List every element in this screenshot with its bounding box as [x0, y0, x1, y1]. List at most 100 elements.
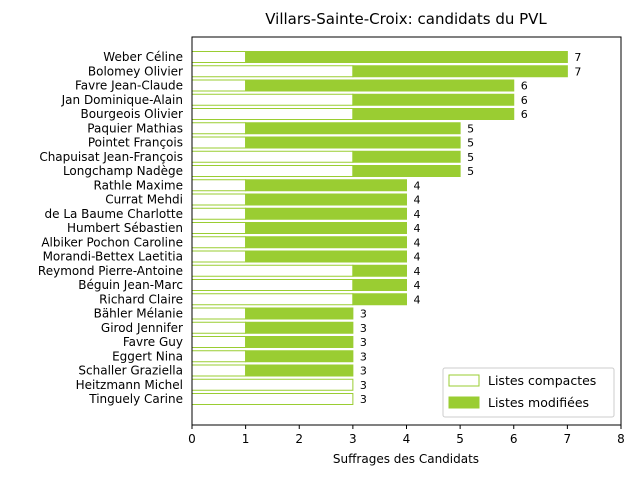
value-label: 6	[521, 108, 528, 121]
value-label: 3	[360, 350, 367, 363]
category-label: Favre Jean-Claude	[75, 79, 183, 93]
x-tick-label: 4	[403, 432, 411, 446]
value-label: 5	[467, 165, 474, 178]
value-label: 4	[414, 179, 421, 192]
category-label: Eggert Nina	[112, 349, 183, 363]
value-label: 3	[360, 322, 367, 335]
bar-modifiees	[352, 165, 461, 177]
bar-compactes	[191, 179, 247, 192]
bar-modifiees	[245, 179, 407, 192]
category-label: Chapuisat Jean-François	[39, 150, 183, 164]
bar-compactes	[191, 321, 247, 334]
x-tick-label: 6	[510, 432, 518, 446]
bars-group	[191, 51, 568, 405]
x-tick-label: 7	[564, 432, 572, 446]
bar-modifiees	[245, 51, 568, 63]
x-tick-label: 5	[456, 432, 464, 446]
category-label: Humbert Sébastien	[67, 221, 183, 235]
category-label: de La Baume Charlotte	[45, 207, 184, 221]
x-tick-label: 0	[188, 432, 196, 446]
value-label: 7	[574, 51, 581, 64]
x-axis-ticks: 0 1 2 3 4 5 6 7 8	[188, 425, 625, 446]
bar-compactes	[191, 378, 354, 391]
bar-modifiees	[245, 207, 407, 220]
value-label: 4	[414, 222, 421, 235]
bar-modifiees	[245, 321, 354, 334]
value-label: 3	[360, 365, 367, 378]
bar-modifiees	[352, 93, 515, 106]
bar-compactes	[191, 364, 247, 377]
value-label: 5	[467, 122, 474, 135]
bar-compactes	[191, 236, 247, 249]
bar-compactes	[191, 350, 247, 363]
category-label: Bolomey Olivier	[88, 64, 183, 78]
bar-compactes	[191, 279, 354, 291]
value-label: 3	[360, 336, 367, 349]
category-label: Rathle Maxime	[94, 178, 183, 192]
category-label: Schaller Graziella	[78, 364, 183, 378]
category-label: Albiker Pochon Caroline	[41, 235, 183, 249]
bar-compactes	[191, 150, 354, 163]
bar-compactes	[191, 207, 247, 220]
bar-modifiees	[245, 307, 354, 320]
x-axis-label: Suffrages des Candidats	[333, 452, 479, 466]
category-label: Weber Céline	[103, 50, 183, 64]
category-label: Jan Dominique-Alain	[61, 93, 183, 107]
bar-compactes	[191, 250, 247, 263]
category-label: Reymond Pierre-Antoine	[38, 264, 183, 278]
legend-label-modifiees: Listes modifiées	[488, 395, 589, 410]
bar-modifiees	[245, 236, 407, 249]
bar-compactes	[191, 307, 247, 320]
bar-modifiees	[352, 150, 461, 163]
bar-modifiees	[245, 79, 515, 92]
x-tick-label: 8	[617, 432, 625, 446]
bar-modifiees	[352, 65, 568, 78]
category-label: Bourgeois Olivier	[80, 107, 183, 121]
category-label: Pointet François	[88, 136, 183, 150]
bar-modifiees	[245, 136, 461, 149]
bar-modifiees	[245, 250, 407, 263]
value-label: 4	[414, 279, 421, 292]
value-label: 3	[360, 393, 367, 406]
bar-compactes	[191, 165, 354, 177]
bar-compactes	[191, 79, 247, 92]
bar-compactes	[191, 393, 354, 405]
bar-modifiees	[352, 293, 407, 306]
value-label: 5	[467, 137, 474, 150]
bar-modifiees	[245, 336, 354, 348]
bar-modifiees	[352, 108, 515, 120]
bar-compactes	[191, 65, 354, 78]
bar-modifiees	[245, 122, 461, 135]
x-tick-label: 1	[242, 432, 250, 446]
bar-compactes	[191, 293, 354, 306]
x-tick-label: 3	[349, 432, 357, 446]
bar-compactes	[191, 222, 247, 234]
value-label: 4	[414, 251, 421, 264]
legend-box	[442, 367, 615, 418]
value-label: 5	[467, 151, 474, 164]
value-label: 3	[360, 379, 367, 392]
value-label: 4	[414, 293, 421, 306]
value-label: 7	[574, 65, 581, 78]
legend-label-compactes: Listes compactes	[488, 373, 596, 388]
category-label: Morandi-Bettex Laetitia	[43, 250, 183, 264]
value-label: 4	[414, 208, 421, 221]
bar-modifiees	[245, 364, 354, 377]
bar-modifiees	[245, 222, 407, 234]
category-label: Tinguely Carine	[88, 392, 183, 406]
category-label: Heitzmann Michel	[76, 378, 183, 392]
category-label: Girod Jennifer	[101, 321, 183, 335]
value-label: 4	[414, 236, 421, 249]
legend-swatch-compactes	[448, 374, 480, 387]
value-label: 4	[414, 265, 421, 278]
bar-modifiees	[352, 279, 407, 291]
value-label: 6	[521, 80, 528, 93]
legend: Listes compactes Listes modifiées	[442, 367, 615, 418]
bar-compactes	[191, 122, 247, 135]
bar-modifiees	[352, 264, 407, 277]
bar-compactes	[191, 336, 247, 348]
value-label: 6	[521, 94, 528, 107]
